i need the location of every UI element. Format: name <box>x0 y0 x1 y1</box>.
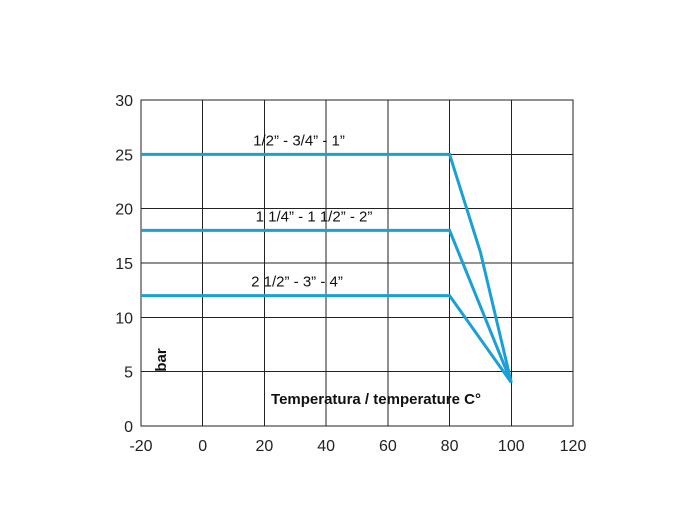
y-axis-label: bar <box>153 348 170 372</box>
y-tick-label: 30 <box>115 93 133 110</box>
series-label-1: 1/2” - 3/4” - 1” <box>253 132 345 149</box>
series-labels: 1/2” - 3/4” - 1” 1 1/4” - 1 1/2” - 2” 2 1/… <box>251 132 372 290</box>
y-tick-label: 15 <box>115 256 133 273</box>
y-tick-label: 0 <box>124 419 133 436</box>
x-tick-label: 0 <box>198 438 207 455</box>
x-tick-label: 80 <box>441 438 459 455</box>
y-tick-label: 25 <box>115 147 133 164</box>
x-tick-label: 20 <box>256 438 274 455</box>
x-tick-label: 120 <box>560 438 587 455</box>
x-tick-label: 100 <box>498 438 525 455</box>
y-tick-label: 20 <box>115 202 133 219</box>
y-axis-ticks: 0 5 10 15 20 25 30 <box>115 93 133 436</box>
y-tick-label: 5 <box>124 365 133 382</box>
x-axis-ticks: -20 0 20 40 60 80 100 120 <box>129 438 586 455</box>
series-line-2 <box>141 228 513 384</box>
x-tick-label: 40 <box>317 438 335 455</box>
x-tick-label: 60 <box>379 438 397 455</box>
x-axis-label: Temperatura / temperature C° <box>271 391 481 408</box>
plot-frame <box>140 99 574 427</box>
series-label-3: 2 1/2” - 3” - 4” <box>251 274 343 291</box>
y-tick-label: 10 <box>115 310 133 327</box>
x-tick-label: -20 <box>129 438 152 455</box>
series-line-3 <box>141 294 513 384</box>
series-line-1 <box>141 152 513 383</box>
series-label-2: 1 1/4” - 1 1/2” - 2” <box>256 208 373 225</box>
series-lines <box>141 152 513 384</box>
